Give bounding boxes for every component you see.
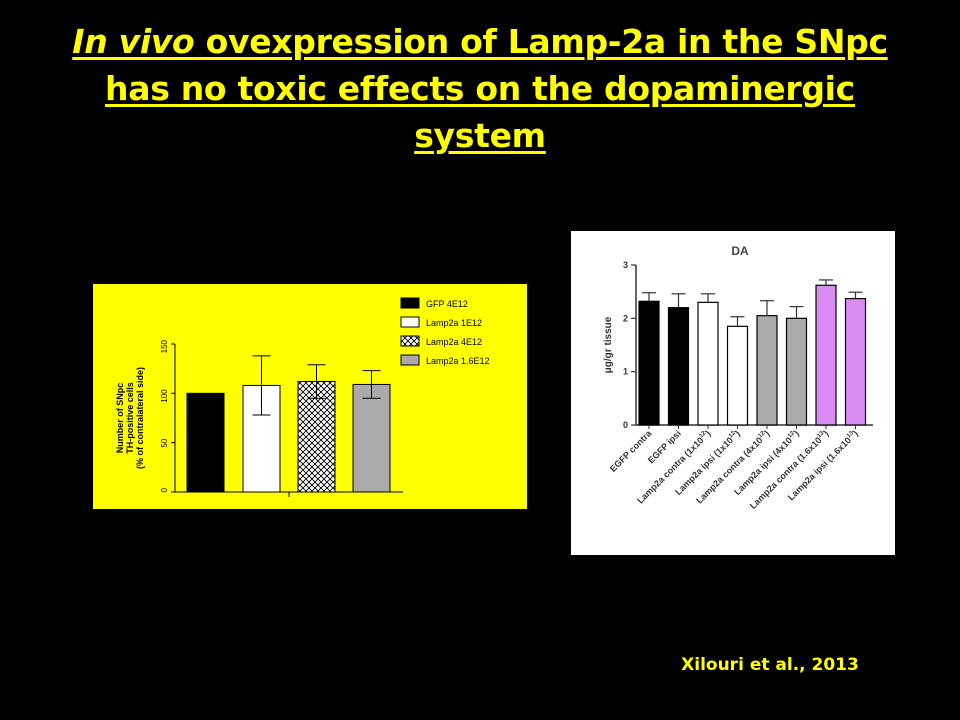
legend-swatch — [400, 316, 420, 328]
legend-label: GFP 4E12 — [426, 299, 468, 309]
bar — [186, 392, 225, 493]
x-tick-label-superscript: 12 — [728, 430, 737, 439]
y-axis-label: Number of SNpc — [115, 383, 125, 454]
x-tick-label-superscript: 13 — [846, 430, 855, 439]
x-tick-label: EGFP contra — [608, 428, 654, 474]
legend-label: Lamp2a 1.6E12 — [426, 356, 490, 366]
title-italic: In vivo — [72, 22, 195, 61]
citation: Xilouri et al., 2013 — [681, 655, 859, 675]
bar — [844, 297, 867, 426]
bar — [756, 315, 778, 426]
x-tick-label-superscript: 12 — [787, 430, 796, 439]
y-tick-label: 1 — [623, 367, 628, 377]
x-tick-label-close: ) — [851, 428, 860, 437]
x-tick-label-superscript: 13 — [816, 430, 825, 439]
y-tick-label: 0 — [160, 487, 169, 492]
y-tick-label: 100 — [160, 389, 169, 403]
y-tick-label: 2 — [623, 313, 628, 323]
chart-th-positive-cells: 0 50 100 150 Number of SNpc TH-positive cells… — [93, 284, 527, 509]
x-tick-label-text: EGFP contra — [608, 428, 654, 474]
x-tick-label-close: ) — [703, 428, 712, 437]
chart-title: DA — [731, 244, 749, 258]
legend-label: Lamp2a 1E12 — [426, 318, 482, 328]
x-tick-label-close: ) — [762, 428, 771, 437]
x-tick-label-close: ) — [792, 428, 801, 437]
bar — [726, 325, 749, 426]
bar — [297, 380, 336, 493]
y-tick-label: 3 — [623, 260, 628, 270]
legend-swatch — [400, 335, 420, 347]
slide-title: In vivo ovexpression of Lamp-2a in the S… — [40, 18, 920, 159]
bar — [815, 284, 837, 426]
y-tick-label: 150 — [160, 339, 169, 353]
y-tick-label: 50 — [160, 438, 169, 447]
x-tick-label-superscript: 12 — [698, 430, 707, 439]
y-axis-label: μg/gr tissue — [603, 316, 614, 373]
chart-th-svg: 0 50 100 150 Number of SNpc TH-positive cells… — [115, 297, 490, 497]
legend-swatch — [400, 354, 420, 366]
bar — [667, 307, 690, 426]
bar — [785, 317, 808, 426]
bar — [638, 300, 660, 426]
y-axis-label: (% of contralateral side) — [135, 367, 145, 469]
bar — [352, 383, 391, 493]
bar — [697, 301, 719, 426]
x-tick-label-superscript: 12 — [757, 430, 766, 439]
legend-swatch — [400, 297, 420, 309]
y-tick-label: 0 — [623, 420, 628, 430]
y-axis-label: TH-positive cells — [125, 382, 135, 454]
title-rest: ovexpression of Lamp-2a in the SNpc has … — [105, 22, 888, 155]
chart-dopamine: DA 0 1 2 3 μg/gr tissue EGFP contra EGFP ipsi La… — [571, 231, 895, 555]
x-tick-label-close: ) — [733, 428, 742, 437]
x-tick-label-close: ) — [821, 428, 830, 437]
legend-label: Lamp2a 4E12 — [426, 337, 482, 347]
